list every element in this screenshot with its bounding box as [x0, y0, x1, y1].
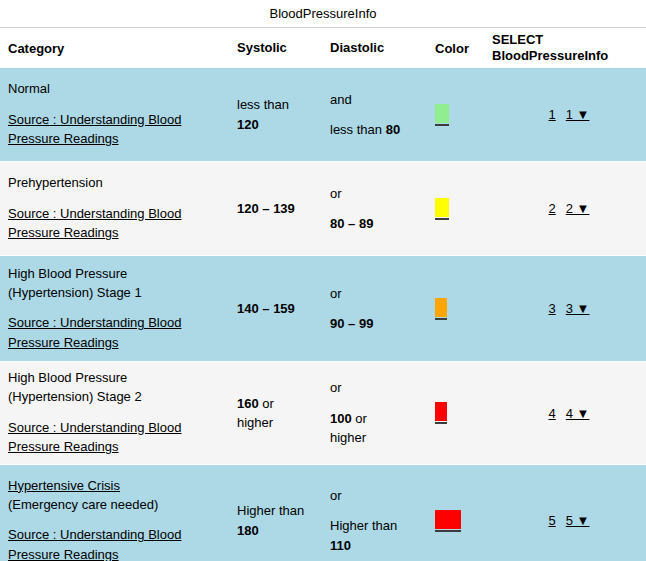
- systolic-cell: 140 – 159: [229, 256, 322, 361]
- diastolic-value: 90 – 99: [330, 316, 373, 331]
- table-row: Prehypertension Source : Understanding B…: [0, 162, 646, 256]
- category-title: High Blood Pressure (Hypertension) Stage…: [8, 369, 213, 407]
- color-swatch: [435, 198, 449, 217]
- table-row: Hypertensive Crisis(Emergency care neede…: [0, 465, 646, 561]
- select-cell: 1 1 ▼: [482, 68, 646, 161]
- table-row: High Blood Pressure (Hypertension) Stage…: [0, 362, 646, 465]
- systolic-value: 180: [237, 523, 259, 538]
- conjunction-label: and: [330, 90, 406, 110]
- category-label: Prehypertension: [8, 175, 103, 190]
- select-row-dropdown-link[interactable]: 1 ▼: [566, 107, 590, 122]
- diastolic-cell: or Higher than 110: [322, 465, 424, 561]
- diastolic-cell: or 90 – 99: [322, 256, 424, 361]
- table-row: Normal Source : Understanding Blood Pres…: [0, 68, 646, 162]
- select-cell: 2 2 ▼: [482, 162, 646, 255]
- systolic-text: Higher than: [237, 503, 304, 518]
- source-link[interactable]: Source : Understanding Blood Pressure Re…: [8, 110, 213, 149]
- diastolic-text: less than: [330, 122, 386, 137]
- color-cell: [424, 68, 482, 161]
- diastolic-cell: or 100 or higher: [322, 362, 424, 464]
- select-row-link[interactable]: 4: [549, 406, 556, 421]
- category-title: Normal: [8, 80, 213, 99]
- select-row-link[interactable]: 3: [549, 301, 556, 316]
- select-row-dropdown-link[interactable]: 3 ▼: [566, 301, 590, 316]
- column-header-systolic: Systolic: [229, 28, 322, 68]
- color-cell: [424, 362, 482, 464]
- color-swatch: [435, 298, 447, 317]
- category-cell: High Blood Pressure (Hypertension) Stage…: [0, 256, 229, 361]
- select-row-dropdown-link[interactable]: 4 ▼: [566, 406, 590, 421]
- table-caption: BloodPressureInfo: [0, 0, 646, 28]
- color-cell: [424, 256, 482, 361]
- category-link[interactable]: Hypertensive Crisis: [8, 477, 120, 496]
- category-cell: Hypertensive Crisis(Emergency care neede…: [0, 465, 229, 561]
- systolic-value: 120: [237, 117, 259, 132]
- source-link[interactable]: Source : Understanding Blood Pressure Re…: [8, 525, 213, 561]
- category-label: (Emergency care needed): [8, 497, 158, 512]
- column-header-color: Color: [424, 28, 482, 68]
- color-swatch-link[interactable]: [435, 298, 447, 320]
- category-cell: Prehypertension Source : Understanding B…: [0, 162, 229, 255]
- category-cell: High Blood Pressure (Hypertension) Stage…: [0, 362, 229, 464]
- blood-pressure-table-app: BloodPressureInfo Category Systolic Dias…: [0, 0, 646, 561]
- systolic-cell: 120 – 139: [229, 162, 322, 255]
- select-row-dropdown-link[interactable]: 5 ▼: [566, 513, 590, 528]
- diastolic-value: 100: [330, 411, 352, 426]
- color-swatch-link[interactable]: [435, 104, 449, 126]
- column-header-category: Category: [0, 28, 229, 68]
- category-title: Prehypertension: [8, 174, 213, 193]
- systolic-value: 160: [237, 396, 259, 411]
- select-cell: 5 5 ▼: [482, 465, 646, 561]
- category-cell: Normal Source : Understanding Blood Pres…: [0, 68, 229, 161]
- color-swatch: [435, 510, 461, 529]
- column-header-select: SELECT BloodPressureInfo: [482, 28, 646, 68]
- systolic-value: 120 – 139: [237, 201, 295, 216]
- systolic-cell: less than 120: [229, 68, 322, 161]
- diastolic-cell: or 80 – 89: [322, 162, 424, 255]
- table-row: High Blood Pressure (Hypertension) Stage…: [0, 256, 646, 362]
- systolic-cell: 160 or higher: [229, 362, 322, 464]
- source-link[interactable]: Source : Understanding Blood Pressure Re…: [8, 313, 213, 352]
- color-cell: [424, 465, 482, 561]
- category-title: High Blood Pressure (Hypertension) Stage…: [8, 265, 213, 303]
- diastolic-cell: and less than 80: [322, 68, 424, 161]
- diastolic-value: 110: [330, 538, 351, 553]
- systolic-text: less than: [237, 97, 289, 112]
- color-swatch: [435, 104, 449, 123]
- conjunction-label: or: [330, 378, 406, 398]
- diastolic-value: 80: [386, 122, 400, 137]
- category-label: High Blood Pressure (Hypertension) Stage…: [8, 370, 142, 404]
- color-swatch-link[interactable]: [435, 402, 447, 424]
- category-label: High Blood Pressure (Hypertension) Stage…: [8, 266, 142, 300]
- column-header-diastolic: Diastolic: [322, 28, 424, 68]
- table-title: BloodPressureInfo: [270, 6, 377, 21]
- select-row-link[interactable]: 1: [549, 107, 556, 122]
- column-header-select-line2: BloodPressureInfo: [492, 48, 646, 64]
- conjunction-label: or: [330, 486, 406, 506]
- select-row-link[interactable]: 5: [549, 513, 556, 528]
- systolic-cell: Higher than 180: [229, 465, 322, 561]
- color-swatch-link[interactable]: [435, 510, 461, 532]
- conjunction-label: or: [330, 284, 406, 304]
- systolic-value: 140 – 159: [237, 301, 295, 316]
- select-row-dropdown-link[interactable]: 2 ▼: [566, 201, 590, 216]
- category-label: Normal: [8, 81, 50, 96]
- column-header-select-line1: SELECT: [492, 32, 646, 48]
- table-header-row: Category Systolic Diastolic Color SELECT…: [0, 28, 646, 68]
- select-row-link[interactable]: 2: [549, 201, 556, 216]
- diastolic-text: Higher than: [330, 518, 397, 533]
- diastolic-value: 80 – 89: [330, 216, 373, 231]
- conjunction-label: or: [330, 184, 406, 204]
- select-cell: 4 4 ▼: [482, 362, 646, 464]
- color-cell: [424, 162, 482, 255]
- source-link[interactable]: Source : Understanding Blood Pressure Re…: [8, 418, 213, 457]
- select-cell: 3 3 ▼: [482, 256, 646, 361]
- color-swatch-link[interactable]: [435, 198, 449, 220]
- source-link[interactable]: Source : Understanding Blood Pressure Re…: [8, 204, 213, 243]
- color-swatch: [435, 402, 447, 421]
- category-title: Hypertensive Crisis(Emergency care neede…: [8, 477, 213, 515]
